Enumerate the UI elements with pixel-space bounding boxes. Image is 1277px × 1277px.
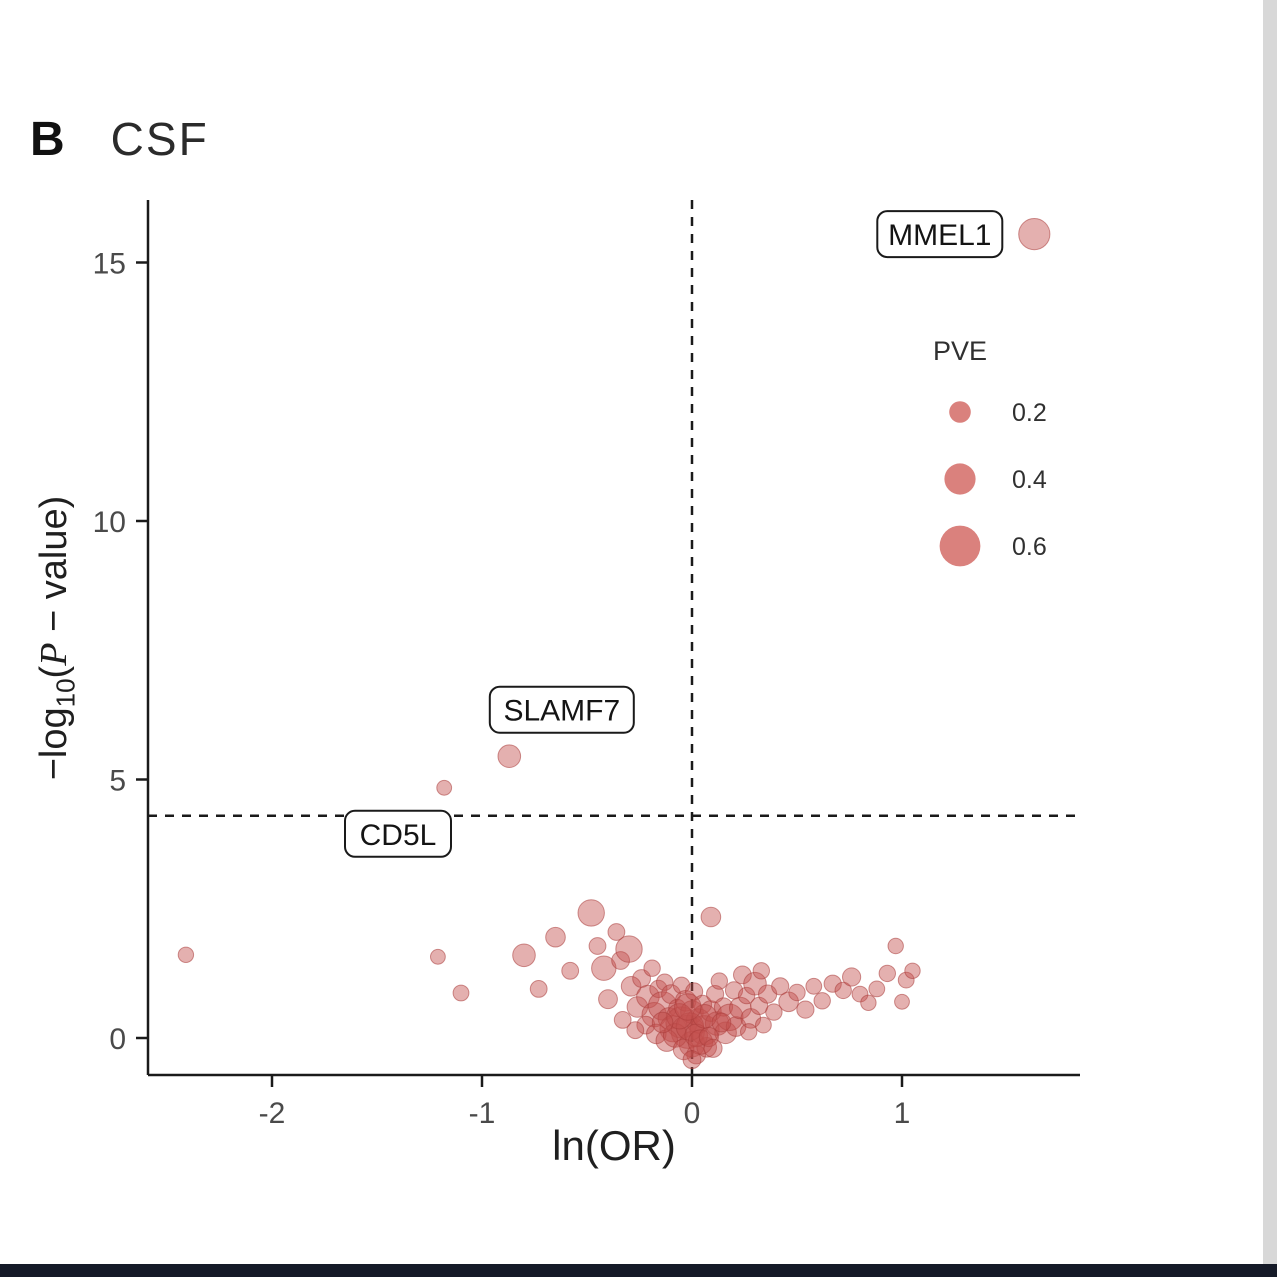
data-point [615,935,643,963]
data-point [656,973,674,991]
data-point [512,943,536,968]
data-point [765,1003,783,1021]
x-tick-label: -2 [259,1097,286,1130]
data-point [636,1015,656,1035]
figure-title: CSF [110,113,209,165]
legend-size-circle [939,525,981,567]
data-point [710,972,728,990]
data-point [696,1037,718,1058]
data-point [851,985,869,1003]
data-point [561,961,580,980]
data-point [620,976,642,997]
data-point [737,986,756,1005]
data-point [703,1038,723,1058]
data-point [588,937,607,955]
legend-size-label: 0.2 [1012,399,1047,427]
data-point [452,984,470,1002]
data-point [740,1023,758,1041]
gene-label-box-cd5l [344,809,452,858]
data-point [577,899,605,927]
data-point [529,980,548,998]
gene-label-box-slamf7 [488,685,635,734]
data-point [711,1012,732,1033]
data-point [842,967,862,987]
data-point [805,977,823,995]
data-point [713,997,734,1017]
legend-size-circle [949,401,971,423]
data-point [643,959,661,977]
x-tick-label: 1 [894,1097,911,1130]
y-tick-label: 10 [93,506,126,539]
data-point [788,983,806,1002]
panel-header: B CSF [30,112,209,167]
data-point [714,1021,737,1045]
gene-label-box-mmel1 [876,210,1004,259]
data-point [674,993,702,1021]
gene-label-slamf7: SLAMF7 [503,695,620,728]
data-point [796,1000,815,1019]
data-point [436,779,453,796]
y-tick-label: 0 [109,1023,126,1056]
data-point [897,971,915,989]
data-point [704,1011,730,1036]
data-point [823,974,842,993]
data-point [755,1016,772,1034]
data-point [878,964,896,983]
data-point [771,977,790,996]
right-edge-strip [1263,0,1277,1264]
data-point [813,992,831,1010]
legend-size-label: 0.4 [1012,466,1047,494]
data-point [692,1004,717,1029]
data-point [626,1021,645,1040]
y-tick-label: 15 [93,248,126,281]
data-point [894,993,910,1010]
data-point [607,923,626,941]
data-point [887,937,904,955]
legend-size-circle [944,463,976,495]
data-point [743,971,767,996]
data-point [860,994,877,1011]
y-tick-label: 5 [109,765,126,798]
gene-label-cd5l: CD5L [360,819,437,852]
data-point [834,981,852,1000]
panel-label: B [30,113,65,166]
data-point [1018,218,1051,251]
data-point [868,980,886,998]
data-point [752,962,770,980]
data-point [651,1011,674,1034]
data-point [662,1023,688,1048]
data-point [682,1050,702,1070]
data-point [598,989,618,1010]
x-axis-title: ln(OR) [552,1122,676,1169]
data-point [733,965,752,985]
bottom-edge-bar [0,1264,1277,1277]
gene-label-mmel1: MMEL1 [888,219,991,252]
data-point [611,951,630,970]
data-point [545,926,566,948]
data-point [497,744,522,769]
data-point [177,946,195,963]
x-tick-label: 0 [684,1097,701,1130]
legend-size-label: 0.6 [1012,533,1047,561]
data-point [649,979,668,999]
x-tick-label: -1 [469,1097,496,1130]
data-point [700,906,722,928]
data-point [904,962,921,979]
data-point [613,1011,632,1029]
legend-title: PVE [933,336,987,366]
data-point [430,948,446,965]
